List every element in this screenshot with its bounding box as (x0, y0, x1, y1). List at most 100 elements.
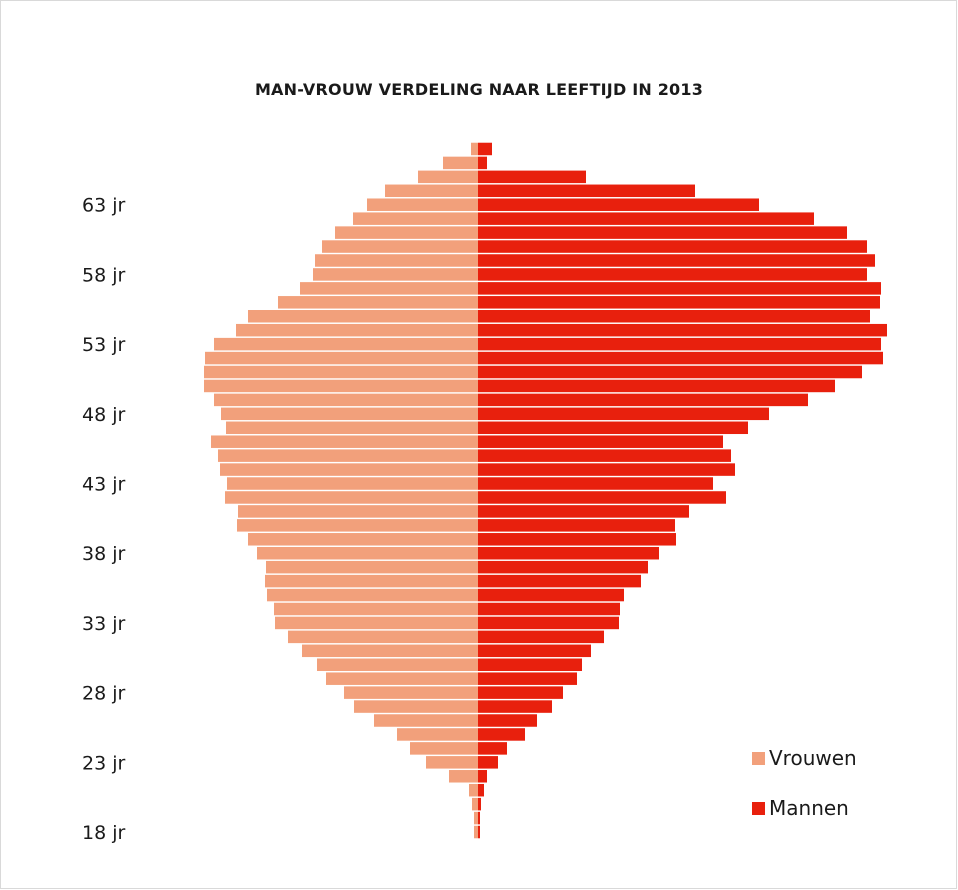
bar-vrouwen-42 (225, 491, 478, 504)
bar-mannen-24 (478, 742, 507, 755)
bar-mannen-20 (478, 797, 481, 811)
bar-mannen-59 (478, 254, 875, 267)
bar-vrouwen-49 (214, 393, 478, 407)
bar-mannen-60 (478, 240, 867, 253)
bar-vrouwen-20 (472, 797, 478, 811)
y-tick-label-33: 33 jr (82, 613, 125, 635)
bar-mannen-22 (478, 770, 487, 783)
y-tick-label-43: 43 jr (82, 474, 125, 496)
bar-mannen-41 (478, 505, 689, 518)
bar-vrouwen-25 (397, 728, 478, 741)
bar-mannen-61 (478, 226, 847, 239)
legend-item-vrouwen: Vrouwen (752, 744, 857, 772)
bar-mannen-34 (478, 602, 620, 616)
bar-vrouwen-24 (410, 742, 478, 755)
bar-vrouwen-58 (313, 268, 478, 281)
bar-mannen-27 (478, 700, 552, 713)
bar-vrouwen-30 (317, 658, 478, 671)
bar-mannen-51 (478, 365, 862, 379)
bar-vrouwen-36 (265, 574, 478, 588)
bar-mannen-21 (478, 783, 484, 797)
bar-mannen-52 (478, 351, 883, 365)
bar-mannen-37 (478, 560, 648, 574)
bar-vrouwen-55 (248, 310, 478, 323)
bar-mannen-47 (478, 421, 748, 435)
bar-vrouwen-39 (248, 533, 478, 546)
bar-mannen-46 (478, 435, 723, 448)
bar-vrouwen-47 (226, 421, 478, 435)
bar-vrouwen-34 (274, 602, 478, 616)
bar-mannen-66 (478, 156, 487, 170)
bar-mannen-40 (478, 519, 675, 532)
bar-mannen-67 (478, 142, 492, 156)
bar-vrouwen-28 (344, 686, 478, 699)
bar-mannen-63 (478, 198, 759, 211)
legend-item-mannen: Mannen (752, 794, 857, 822)
y-tick-label-48: 48 jr (82, 404, 125, 426)
bar-vrouwen-23 (426, 756, 478, 769)
bar-mannen-53 (478, 337, 881, 351)
y-tick-label-23: 23 jr (82, 752, 125, 774)
bar-vrouwen-19 (474, 811, 478, 825)
bar-vrouwen-67 (471, 142, 478, 156)
bar-vrouwen-31 (302, 644, 478, 658)
bar-vrouwen-64 (385, 184, 478, 198)
bar-vrouwen-29 (326, 672, 478, 685)
bar-mannen-19 (478, 811, 480, 825)
bar-mannen-30 (478, 658, 582, 671)
bar-mannen-33 (478, 616, 619, 630)
bar-mannen-36 (478, 574, 641, 588)
y-tick-label-58: 58 jr (82, 264, 125, 286)
bar-vrouwen-65 (418, 170, 478, 184)
bar-vrouwen-61 (335, 226, 478, 239)
bar-vrouwen-45 (218, 449, 478, 462)
bar-vrouwen-56 (278, 296, 478, 309)
bar-vrouwen-18 (474, 825, 478, 839)
bar-vrouwen-37 (266, 560, 478, 574)
bar-vrouwen-60 (322, 240, 478, 253)
bar-mannen-57 (478, 282, 881, 295)
bar-mannen-38 (478, 546, 659, 560)
bar-mannen-54 (478, 323, 887, 337)
bar-vrouwen-44 (220, 463, 478, 476)
bar-mannen-23 (478, 756, 498, 769)
bar-vrouwen-27 (354, 700, 478, 713)
bar-mannen-43 (478, 477, 713, 490)
bar-mannen-56 (478, 296, 880, 309)
series-mannen (478, 142, 887, 839)
bar-mannen-28 (478, 686, 563, 699)
bar-vrouwen-21 (469, 783, 478, 797)
bar-vrouwen-46 (211, 435, 478, 448)
bar-vrouwen-50 (204, 379, 478, 393)
bar-vrouwen-48 (221, 407, 478, 421)
bar-mannen-42 (478, 491, 726, 504)
y-tick-label-28: 28 jr (82, 683, 125, 705)
bar-vrouwen-40 (237, 519, 478, 532)
bar-mannen-25 (478, 728, 525, 741)
chart-title: MAN-VROUW VERDELING NAAR LEEFTIJD IN 201… (254, 80, 704, 99)
bar-vrouwen-35 (267, 588, 478, 602)
bar-mannen-64 (478, 184, 695, 198)
bar-mannen-39 (478, 533, 676, 546)
bar-mannen-45 (478, 449, 731, 462)
legend: Vrouwen Mannen (752, 744, 857, 844)
bar-vrouwen-53 (214, 337, 478, 351)
bar-mannen-48 (478, 407, 769, 421)
bar-vrouwen-63 (367, 198, 478, 211)
bar-vrouwen-62 (353, 212, 478, 225)
bar-mannen-49 (478, 393, 808, 407)
bar-vrouwen-33 (275, 616, 478, 630)
bar-vrouwen-51 (204, 365, 478, 379)
legend-label-vrouwen: Vrouwen (769, 746, 857, 770)
bar-mannen-31 (478, 644, 591, 658)
legend-label-mannen: Mannen (769, 796, 849, 820)
y-tick-label-53: 53 jr (82, 334, 125, 356)
bar-mannen-62 (478, 212, 814, 225)
bar-vrouwen-38 (257, 546, 478, 560)
bar-mannen-50 (478, 379, 835, 393)
y-tick-label-38: 38 jr (82, 543, 125, 565)
bar-vrouwen-66 (443, 156, 478, 170)
bar-mannen-26 (478, 714, 537, 727)
bar-mannen-18 (478, 825, 480, 839)
